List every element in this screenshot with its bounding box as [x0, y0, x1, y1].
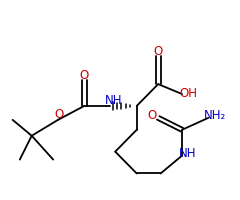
- Text: NH₂: NH₂: [204, 109, 227, 122]
- Text: O: O: [148, 109, 157, 122]
- Text: NH: NH: [105, 94, 123, 107]
- Text: O: O: [54, 108, 64, 121]
- Text: NH: NH: [179, 147, 197, 160]
- Text: OH: OH: [179, 87, 197, 100]
- Text: O: O: [80, 69, 89, 82]
- Text: O: O: [154, 45, 163, 58]
